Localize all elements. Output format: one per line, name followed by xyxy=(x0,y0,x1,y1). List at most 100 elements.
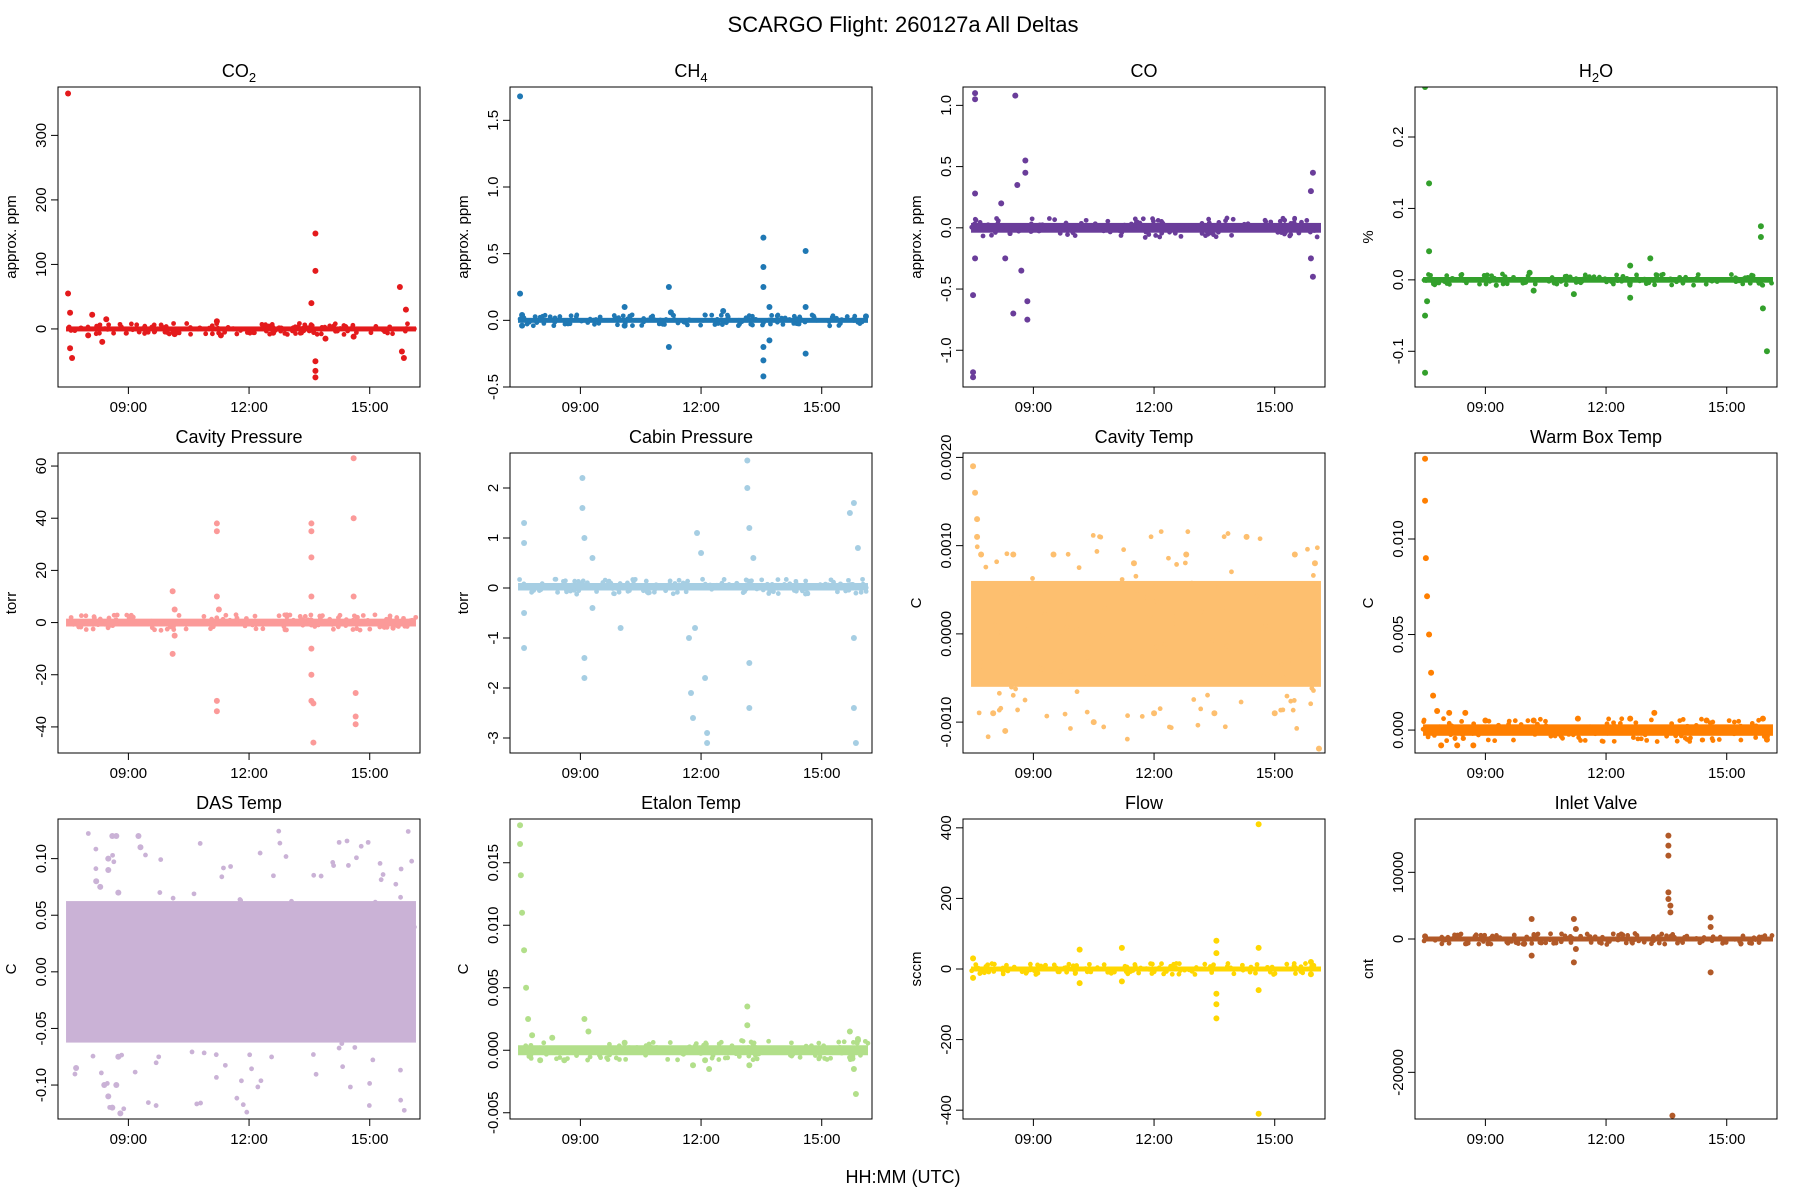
band-noise-point xyxy=(769,313,775,318)
band-noise-point xyxy=(1185,529,1191,535)
band-noise-point xyxy=(250,622,256,628)
panel-1: CH4-0.50.00.51.01.509:00 12:00 15:00approx… xyxy=(455,61,873,416)
band-noise-point xyxy=(1642,276,1647,282)
band-noise-point xyxy=(1283,230,1288,235)
data-point xyxy=(117,1110,124,1117)
band-noise-point xyxy=(1198,706,1204,712)
band-noise-point xyxy=(1440,728,1446,734)
band-noise-point xyxy=(1756,280,1762,286)
band-noise-point xyxy=(611,313,617,318)
band-noise-point xyxy=(1482,932,1488,938)
band-noise-point xyxy=(769,582,775,587)
band-noise-point xyxy=(547,314,553,320)
band-noise-point xyxy=(973,962,979,967)
band-noise-point xyxy=(1747,940,1752,946)
band-noise-point xyxy=(540,313,546,319)
band-noise-point xyxy=(252,613,258,619)
data-band xyxy=(971,222,1321,233)
data-point xyxy=(581,655,588,661)
band-noise-point xyxy=(244,1109,250,1115)
band-noise-point xyxy=(156,1054,162,1060)
band-noise-point xyxy=(1625,932,1631,938)
band-noise-point xyxy=(641,316,647,321)
band-noise-point xyxy=(645,590,651,596)
band-noise-point xyxy=(124,612,130,618)
band-noise-point xyxy=(759,1046,765,1052)
band-noise-point xyxy=(1095,965,1100,971)
band-noise-point xyxy=(1257,536,1263,542)
data-point xyxy=(1309,169,1316,176)
band-noise-point xyxy=(1182,967,1187,973)
band-noise-point xyxy=(740,1038,746,1044)
data-point xyxy=(1151,710,1158,717)
panel-title: CO2 xyxy=(222,61,256,85)
band-noise-point xyxy=(1042,612,1048,617)
band-noise-point xyxy=(336,839,342,845)
band-noise-point xyxy=(817,1054,823,1060)
band-noise-point xyxy=(1699,938,1705,944)
band-noise-point xyxy=(825,582,831,588)
band-noise-point xyxy=(992,622,998,628)
band-noise-point xyxy=(372,899,378,905)
data-point xyxy=(1014,181,1021,188)
band-noise-point xyxy=(1291,698,1297,703)
x-tick-label: 12:00 xyxy=(682,765,720,782)
band-noise-point xyxy=(90,1053,96,1059)
band-noise-point xyxy=(1470,731,1476,736)
band-noise-point xyxy=(108,931,114,937)
data-point xyxy=(1271,710,1278,717)
band-noise-point xyxy=(993,230,998,235)
band-noise-point xyxy=(134,326,139,332)
band-noise-point xyxy=(1670,932,1676,937)
band-noise-point xyxy=(1673,733,1679,739)
band-noise-point xyxy=(1485,737,1491,743)
data-point xyxy=(617,625,624,631)
band-noise-point xyxy=(1493,282,1499,288)
band-noise-point xyxy=(803,1043,809,1049)
data-point xyxy=(213,697,220,704)
band-noise-point xyxy=(1309,685,1315,691)
band-noise-point xyxy=(1024,969,1030,975)
band-noise-point xyxy=(408,971,414,977)
band-noise-point xyxy=(1046,216,1052,221)
y-tick-label: 40 xyxy=(33,510,50,527)
band-noise-point xyxy=(222,329,228,335)
plot-frame xyxy=(509,452,873,754)
band-noise-point xyxy=(130,327,136,333)
band-noise-point xyxy=(602,577,608,583)
data-point xyxy=(561,1057,568,1064)
y-tick-label: 400 xyxy=(938,815,955,840)
band-noise-point xyxy=(1269,964,1275,970)
band-noise-point xyxy=(716,1041,722,1047)
band-noise-point xyxy=(1425,734,1431,740)
band-noise-point xyxy=(1215,229,1221,235)
band-noise-point xyxy=(1695,272,1701,278)
band-noise-point xyxy=(1037,589,1043,595)
band-noise-point xyxy=(352,1045,358,1050)
band-noise-point xyxy=(576,585,582,591)
band-noise-point xyxy=(390,331,395,337)
band-noise-point xyxy=(1156,226,1162,232)
band-noise-point xyxy=(1093,223,1099,229)
band-noise-point xyxy=(1224,215,1230,221)
band-noise-point xyxy=(1036,228,1042,234)
band-noise-point xyxy=(972,650,978,655)
data-band xyxy=(66,901,416,1043)
band-noise-point xyxy=(1083,217,1089,223)
plot-frame xyxy=(57,818,421,1120)
band-noise-point xyxy=(1011,964,1017,970)
band-noise-point xyxy=(1210,637,1216,643)
band-noise-point xyxy=(1132,962,1138,967)
band-noise-point xyxy=(1155,218,1161,223)
data-point xyxy=(99,338,106,345)
data-point xyxy=(529,1032,536,1039)
band-noise-point xyxy=(1220,605,1226,611)
data-point xyxy=(1757,234,1764,240)
y-axis-label: torr xyxy=(3,592,20,615)
band-noise-point xyxy=(617,317,623,323)
data-point xyxy=(706,1066,713,1072)
band-noise-point xyxy=(371,944,377,949)
data-point xyxy=(89,311,96,318)
band-noise-point xyxy=(1314,545,1320,551)
